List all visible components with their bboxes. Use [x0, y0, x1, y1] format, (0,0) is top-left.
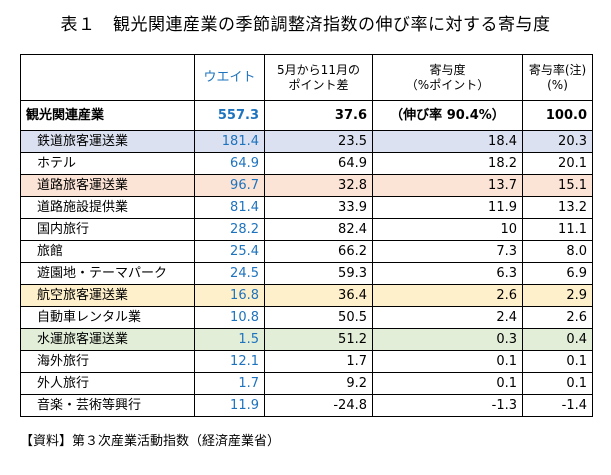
contribution-table: ウエイト 5月から11月の ポイント差 寄与度 （%ポイント） 寄与率(注) (… [20, 54, 593, 417]
row-point-diff: 50.5 [264, 306, 373, 329]
row-point-diff: -24.8 [264, 394, 373, 417]
header-contribution-line2: （%ポイント） [405, 77, 490, 92]
header-weight: ウエイト [194, 54, 265, 101]
row-weight: 28.2 [194, 218, 265, 241]
row-point-diff: 59.3 [264, 262, 373, 285]
row-ratio: 0.1 [522, 350, 593, 373]
row-point-diff: 82.4 [264, 218, 373, 241]
table-row: 遊園地・テーマパーク 24.5 59.3 6.3 6.9 [20, 262, 593, 285]
table-header-row: ウエイト 5月から11月の ポイント差 寄与度 （%ポイント） 寄与率(注) (… [20, 54, 593, 101]
row-name: 航空旅客運送業 [20, 284, 195, 307]
row-weight: 1.7 [194, 372, 265, 395]
row-contribution: 11.9 [372, 196, 523, 219]
row-contribution: 2.6 [372, 284, 523, 307]
row-ratio: -1.4 [522, 394, 593, 417]
table-row: 国内旅行 28.2 82.4 10 11.1 [20, 218, 593, 241]
row-contribution: 0.3 [372, 328, 523, 351]
row-name: 音楽・芸術等興行 [20, 394, 195, 417]
row-ratio: 20.3 [522, 130, 593, 153]
row-name: 水運旅客運送業 [20, 328, 195, 351]
row-name: 国内旅行 [20, 218, 195, 241]
table-row: 音楽・芸術等興行 11.9 -24.8 -1.3 -1.4 [20, 394, 593, 417]
row-contribution: 7.3 [372, 240, 523, 263]
row-point-diff: 32.8 [264, 174, 373, 197]
row-name: 海外旅行 [20, 350, 195, 373]
row-contribution: 18.4 [372, 130, 523, 153]
row-contribution: 0.1 [372, 350, 523, 373]
row-ratio: 100.0 [522, 100, 593, 131]
row-ratio: 6.9 [522, 262, 593, 285]
row-weight: 81.4 [194, 196, 265, 219]
row-weight: 24.5 [194, 262, 265, 285]
row-ratio: 0.1 [522, 372, 593, 395]
row-name: 旅館 [20, 240, 195, 263]
row-weight: 11.9 [194, 394, 265, 417]
row-ratio: 11.1 [522, 218, 593, 241]
table-row: 外人旅行 1.7 9.2 0.1 0.1 [20, 372, 593, 395]
table-row: 道路旅客運送業 96.7 32.8 13.7 15.1 [20, 174, 593, 197]
row-ratio: 8.0 [522, 240, 593, 263]
row-ratio: 0.4 [522, 328, 593, 351]
header-contribution-line1: 寄与度 [429, 62, 466, 77]
row-contribution: 6.3 [372, 262, 523, 285]
row-point-diff: 64.9 [264, 152, 373, 175]
header-name [20, 54, 195, 101]
row-ratio: 2.6 [522, 306, 593, 329]
row-weight: 96.7 [194, 174, 265, 197]
row-weight: 1.5 [194, 328, 265, 351]
header-contribution-ratio: 寄与率(注) (%) [522, 54, 593, 101]
row-contribution: 0.1 [372, 372, 523, 395]
row-name: 遊園地・テーマパーク [20, 262, 195, 285]
header-point-diff-line1: 5月から11月の [277, 62, 360, 77]
row-name: 自動車レンタル業 [20, 306, 195, 329]
row-point-diff: 9.2 [264, 372, 373, 395]
row-point-diff: 23.5 [264, 130, 373, 153]
table-row: 道路施設提供業 81.4 33.9 11.9 13.2 [20, 196, 593, 219]
table-row: 海外旅行 12.1 1.7 0.1 0.1 [20, 350, 593, 373]
source-note: 【資料】第３次産業活動指数（経済産業省） [20, 434, 281, 449]
row-point-diff: 51.2 [264, 328, 373, 351]
row-contribution: 13.7 [372, 174, 523, 197]
table-row: ホテル 64.9 64.9 18.2 20.1 [20, 152, 593, 175]
row-point-diff: 37.6 [264, 100, 373, 131]
header-contribution: 寄与度 （%ポイント） [372, 54, 523, 101]
row-weight: 25.4 [194, 240, 265, 263]
row-ratio: 20.1 [522, 152, 593, 175]
header-point-diff-line2: ポイント差 [288, 77, 349, 92]
row-weight: 10.8 [194, 306, 265, 329]
row-name: ホテル [20, 152, 195, 175]
row-point-diff: 33.9 [264, 196, 373, 219]
row-ratio: 15.1 [522, 174, 593, 197]
header-ratio-line1: 寄与率(注) [528, 62, 587, 77]
row-contribution: -1.3 [372, 394, 523, 417]
row-contribution: 10 [372, 218, 523, 241]
row-weight: 16.8 [194, 284, 265, 307]
row-point-diff: 1.7 [264, 350, 373, 373]
header-point-diff: 5月から11月の ポイント差 [264, 54, 373, 101]
row-name: 道路旅客運送業 [20, 174, 195, 197]
row-name: 外人旅行 [20, 372, 195, 395]
table-row: 航空旅客運送業 16.8 36.4 2.6 2.9 [20, 284, 593, 307]
row-ratio: 13.2 [522, 196, 593, 219]
page-title: 表１ 観光関連産業の季節調整済指数の伸び率に対する寄与度 [60, 15, 551, 35]
row-name: 観光関連産業 [20, 100, 195, 131]
row-name: 道路施設提供業 [20, 196, 195, 219]
row-ratio: 2.9 [522, 284, 593, 307]
table-row: 水運旅客運送業 1.5 51.2 0.3 0.4 [20, 328, 593, 351]
table-row-total: 観光関連産業 557.3 37.6 （伸び率 90.4%） 100.0 [20, 100, 593, 131]
table-row: 鉄道旅客運送業 181.4 23.5 18.4 20.3 [20, 130, 593, 153]
row-contribution: 18.2 [372, 152, 523, 175]
row-weight: 181.4 [194, 130, 265, 153]
row-weight: 12.1 [194, 350, 265, 373]
row-contribution: （伸び率 90.4%） [372, 100, 523, 131]
row-contribution: 2.4 [372, 306, 523, 329]
row-point-diff: 36.4 [264, 284, 373, 307]
row-name: 鉄道旅客運送業 [20, 130, 195, 153]
table-row: 自動車レンタル業 10.8 50.5 2.4 2.6 [20, 306, 593, 329]
row-weight: 557.3 [194, 100, 265, 131]
header-ratio-line2: (%) [547, 77, 568, 92]
table-row: 旅館 25.4 66.2 7.3 8.0 [20, 240, 593, 263]
row-point-diff: 66.2 [264, 240, 373, 263]
row-weight: 64.9 [194, 152, 265, 175]
